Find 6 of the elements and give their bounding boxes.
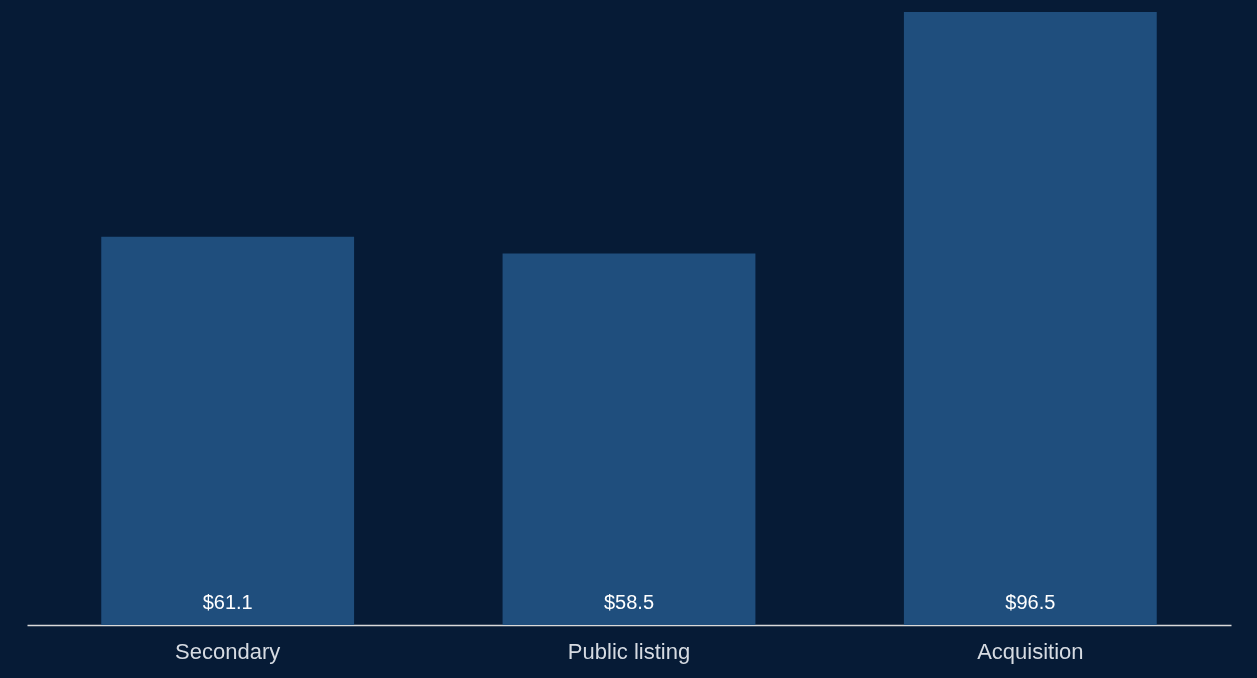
data-label: $61.1 — [202, 591, 253, 613]
x-tick-label: Acquisition — [977, 638, 1084, 664]
data-label: $96.5 — [1005, 591, 1056, 613]
x-tick-label: Secondary — [175, 638, 281, 664]
x-tick-label: Public listing — [567, 638, 691, 664]
data-label: $58.5 — [603, 591, 655, 613]
